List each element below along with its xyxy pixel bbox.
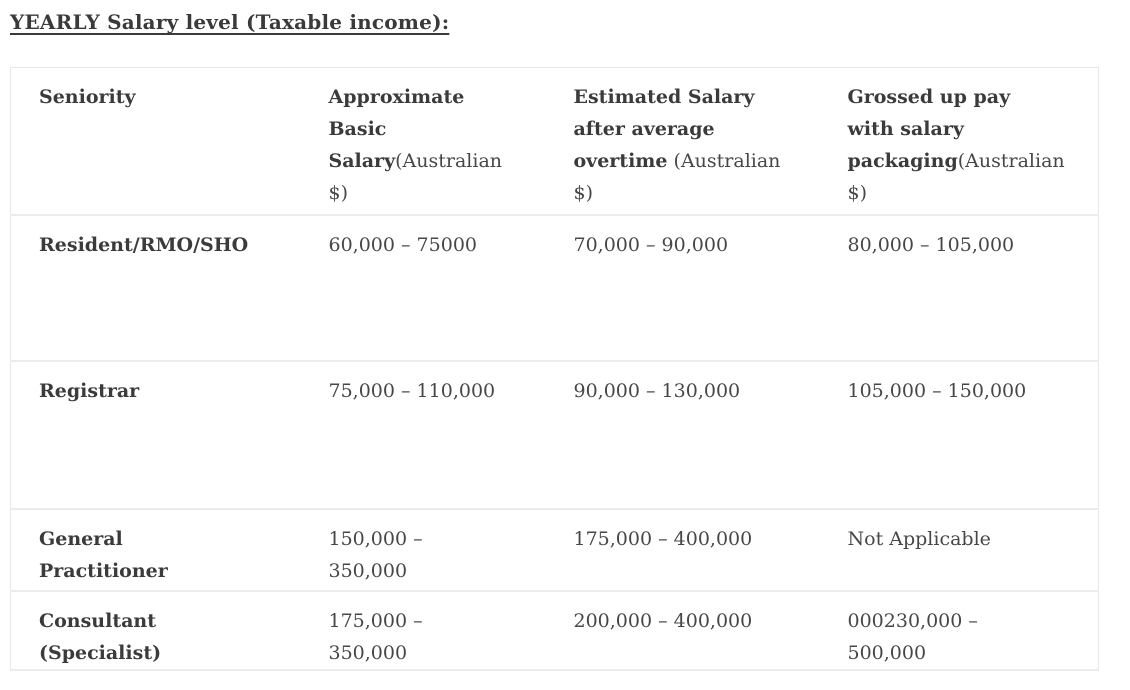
cell-overtime-salary: 200,000 – 400,000 (545, 590, 820, 671)
cell-basic-salary: 150,000 – 350,000 (300, 508, 546, 592)
table-row-registrar: Registrar 75,000 – 110,000 90,000 – 130,… (10, 360, 1099, 510)
header-basic-salary-suffix: (Australian $) (328, 150, 503, 204)
cell-grossed-pay: 80,000 – 105,000 (819, 214, 1099, 362)
table-row-resident: Resident/RMO/SHO 60,000 – 75000 70,000 –… (10, 214, 1099, 362)
header-basic-salary-label: Approximate Basic Salary (328, 86, 465, 172)
header-basic-salary: Approximate Basic Salary(Australian $) (300, 67, 546, 216)
table-row-general-practitioner: General Practitioner 150,000 – 350,000 1… (10, 508, 1099, 592)
cell-overtime-salary: 70,000 – 90,000 (545, 214, 820, 362)
salary-table: Seniority Approximate Basic Salary(Austr… (10, 67, 1099, 671)
cell-basic-salary: 60,000 – 75000 (300, 214, 546, 362)
cell-overtime-salary: 90,000 – 130,000 (545, 360, 820, 510)
salary-table-body: Resident/RMO/SHO 60,000 – 75000 70,000 –… (10, 214, 1099, 671)
cell-basic-salary: 75,000 – 110,000 (300, 360, 546, 510)
cell-grossed-pay: Not Applicable (819, 508, 1099, 592)
cell-seniority: Consultant (Specialist) (10, 590, 301, 671)
header-overtime-salary-suffix: (Australian $) (573, 150, 781, 204)
cell-seniority: Registrar (10, 360, 301, 510)
cell-overtime-salary: 175,000 – 400,000 (545, 508, 820, 592)
cell-basic-salary: 175,000 – 350,000 (300, 590, 546, 671)
header-grossed-pay-label: Grossed up pay with salary packaging (847, 86, 1011, 172)
page-title: YEARLY Salary level (Taxable income): (10, 10, 450, 34)
cell-grossed-pay: 105,000 – 150,000 (819, 360, 1099, 510)
header-overtime-salary: Estimated Salary after average overtime … (545, 67, 820, 216)
table-row-consultant: Consultant (Specialist) 175,000 – 350,00… (10, 590, 1099, 671)
document-page: YEARLY Salary level (Taxable income): Se… (10, 10, 1099, 671)
salary-table-header: Seniority Approximate Basic Salary(Austr… (10, 67, 1099, 216)
cell-grossed-pay: 000230,000 – 500,000 (819, 590, 1099, 671)
header-grossed-pay: Grossed up pay with salary packaging(Aus… (819, 67, 1099, 216)
header-row: Seniority Approximate Basic Salary(Austr… (10, 67, 1099, 216)
header-seniority-label: Seniority (39, 86, 136, 108)
header-overtime-salary-label: Estimated Salary after average overtime (573, 86, 755, 172)
cell-seniority: Resident/RMO/SHO (10, 214, 301, 362)
cell-seniority: General Practitioner (10, 508, 301, 592)
header-seniority: Seniority (10, 67, 301, 216)
header-grossed-pay-suffix: (Australian $) (847, 150, 1065, 204)
